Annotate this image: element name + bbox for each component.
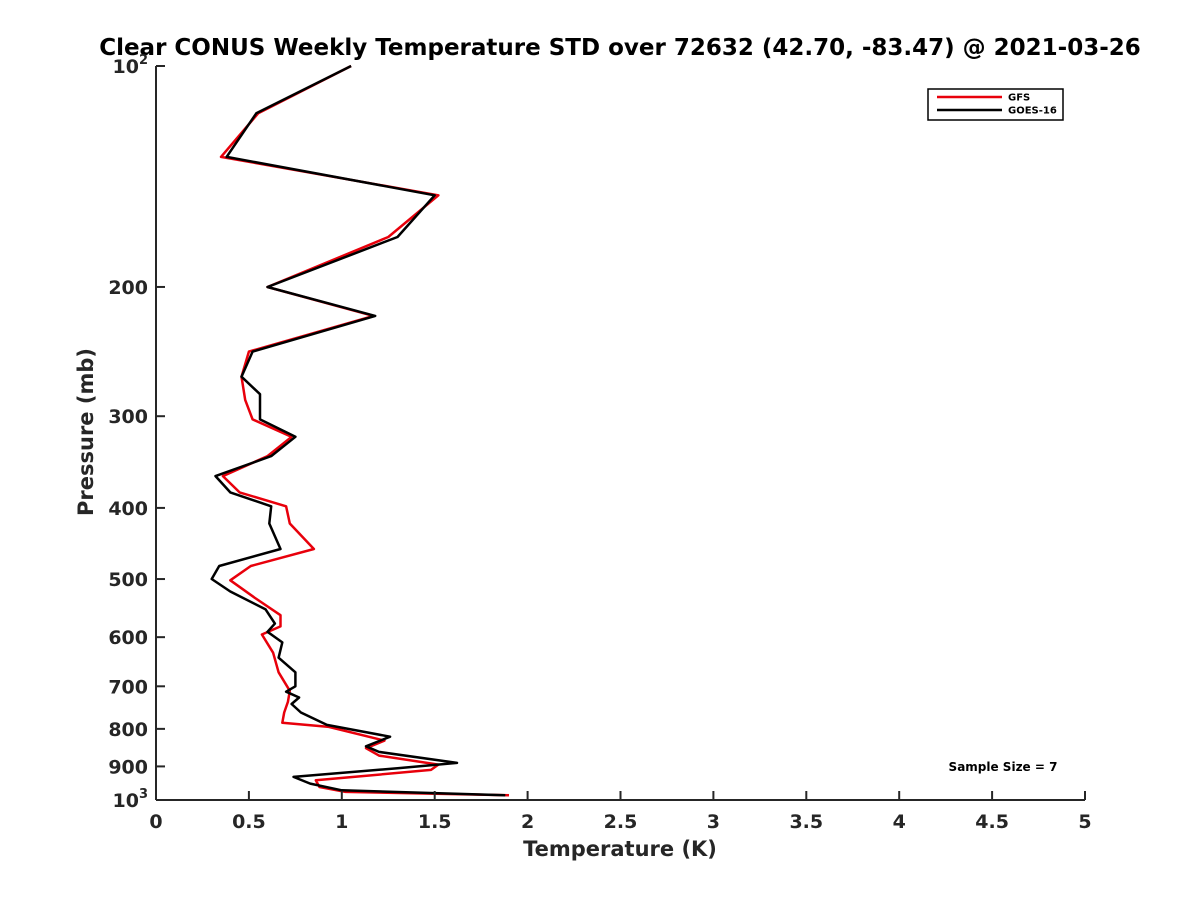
y-tick-label: 400 (108, 498, 148, 520)
legend: GFS GOES-16 (927, 88, 1064, 121)
legend-label-gfs: GFS (1008, 93, 1030, 104)
x-tick-label: 5 (1078, 811, 1091, 833)
y-tick-label: 500 (108, 569, 148, 591)
chart-title: Clear CONUS Weekly Temperature STD over … (99, 35, 1141, 61)
y-tick-label: 700 (108, 676, 148, 698)
x-axis-label: Temperature (K) (523, 837, 717, 861)
y-tick-label: 800 (108, 719, 148, 741)
series-line-goes-16 (210, 64, 506, 797)
x-tick-label: 0.5 (232, 811, 266, 833)
x-tick-label: 0 (149, 811, 162, 833)
legend-label-goes-16: GOES-16 (1008, 106, 1057, 117)
y-tick-label: 103 (113, 787, 149, 812)
x-tick-label: 1.5 (418, 811, 452, 833)
y-tick-label: 102 (113, 53, 149, 78)
x-tick-label: 1 (335, 811, 348, 833)
x-tick-label: 3.5 (789, 811, 823, 833)
sample-size-annotation: Sample Size = 7 (949, 760, 1058, 774)
x-tick-label: 2.5 (604, 811, 638, 833)
x-tick-label: 4 (893, 811, 906, 833)
x-tick-label: 2 (521, 811, 534, 833)
series-layer (210, 64, 510, 797)
x-tick-label: 4.5 (975, 811, 1009, 833)
plot-area (155, 66, 1085, 801)
x-tick-label: 3 (707, 811, 720, 833)
y-axis-ticks: 102 200 300 400 500 600 700 800 900 103 (108, 53, 165, 812)
y-tick-label: 300 (108, 406, 148, 428)
series-line-gfs (219, 64, 510, 797)
y-axis-label: Pressure (mb) (74, 348, 98, 516)
x-axis-ticks: 0 0.5 1 1.5 2 2.5 3 3.5 4 4.5 5 (149, 791, 1092, 833)
y-tick-label: 600 (108, 627, 148, 649)
legend-box (927, 88, 1064, 121)
y-tick-label: 900 (108, 756, 148, 778)
y-tick-label: 200 (108, 277, 148, 299)
